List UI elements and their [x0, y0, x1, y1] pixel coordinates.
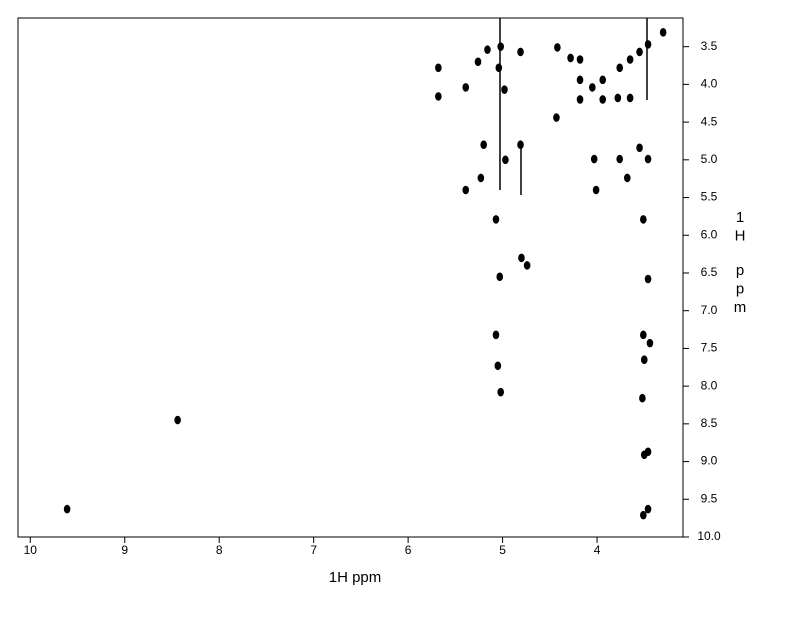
peak — [616, 154, 624, 164]
peak — [636, 47, 643, 57]
peak — [644, 40, 652, 49]
y-tick-label: 7.0 — [701, 303, 718, 317]
y-tick-label: 4.0 — [701, 77, 718, 91]
peak — [640, 330, 647, 340]
y-tick-label: 10.0 — [697, 529, 721, 543]
peak — [496, 272, 504, 282]
y-tick-label: 4.5 — [701, 114, 718, 128]
peak — [484, 45, 491, 54]
peak — [644, 154, 652, 164]
peak — [480, 140, 487, 150]
x-tick-label: 8 — [216, 543, 223, 557]
peak — [435, 92, 442, 101]
y-tick-label: 8.5 — [701, 416, 718, 430]
y-tick-label: 6.0 — [701, 227, 718, 241]
y-tick-label: 5.5 — [701, 190, 718, 204]
y-tick-label: 3.5 — [701, 39, 718, 53]
peak — [644, 447, 652, 457]
peak — [477, 173, 485, 183]
peak — [616, 63, 624, 73]
y-tick-label: 5.0 — [701, 152, 718, 166]
peak — [492, 215, 500, 224]
peak — [462, 83, 470, 92]
peak — [659, 28, 667, 37]
peak — [639, 393, 646, 403]
y-tick-label: 9.5 — [701, 491, 718, 505]
x-tick-label: 10 — [24, 543, 38, 557]
peak — [644, 504, 652, 514]
peak — [636, 143, 643, 153]
peak — [576, 95, 584, 104]
peak — [492, 330, 500, 340]
x-tick-label: 6 — [405, 543, 412, 557]
peak — [576, 75, 584, 85]
peak — [497, 387, 504, 397]
peak — [501, 85, 508, 94]
peak — [495, 63, 503, 73]
y-tick-label: 8.0 — [701, 378, 718, 392]
peak — [626, 93, 634, 103]
peak — [435, 63, 442, 73]
peak — [474, 57, 482, 67]
peak — [646, 338, 654, 348]
peak — [589, 83, 596, 92]
peak — [174, 415, 181, 425]
peak — [554, 43, 561, 52]
peak — [640, 215, 647, 224]
peak — [494, 361, 502, 371]
y-tick-label: 9.0 — [701, 454, 718, 468]
x-tick-label: 5 — [499, 543, 506, 557]
x-axis-label: 1H ppm — [329, 569, 382, 586]
peak — [592, 185, 600, 195]
peak — [518, 253, 525, 263]
plot-frame — [17, 17, 684, 538]
peak — [517, 140, 524, 150]
x-tick-label: 4 — [594, 543, 601, 557]
peak — [497, 42, 504, 51]
peak — [626, 55, 634, 64]
peak — [553, 113, 560, 122]
peak — [517, 47, 524, 57]
peak — [644, 274, 652, 284]
y-tick-label: 7.5 — [701, 341, 718, 355]
x-tick-label: 9 — [121, 543, 128, 557]
peak — [523, 261, 531, 270]
peak — [623, 173, 631, 183]
peak — [599, 75, 607, 85]
peak — [614, 93, 622, 103]
peak — [462, 185, 470, 195]
y-tick-label: 6.5 — [701, 265, 718, 279]
peak — [590, 154, 598, 164]
peak — [599, 95, 607, 104]
peak — [640, 355, 648, 365]
peak — [63, 504, 71, 514]
peak — [576, 55, 584, 64]
peak — [640, 510, 647, 520]
peak — [502, 155, 509, 165]
x-tick-label: 7 — [310, 543, 317, 557]
peak — [567, 53, 574, 63]
